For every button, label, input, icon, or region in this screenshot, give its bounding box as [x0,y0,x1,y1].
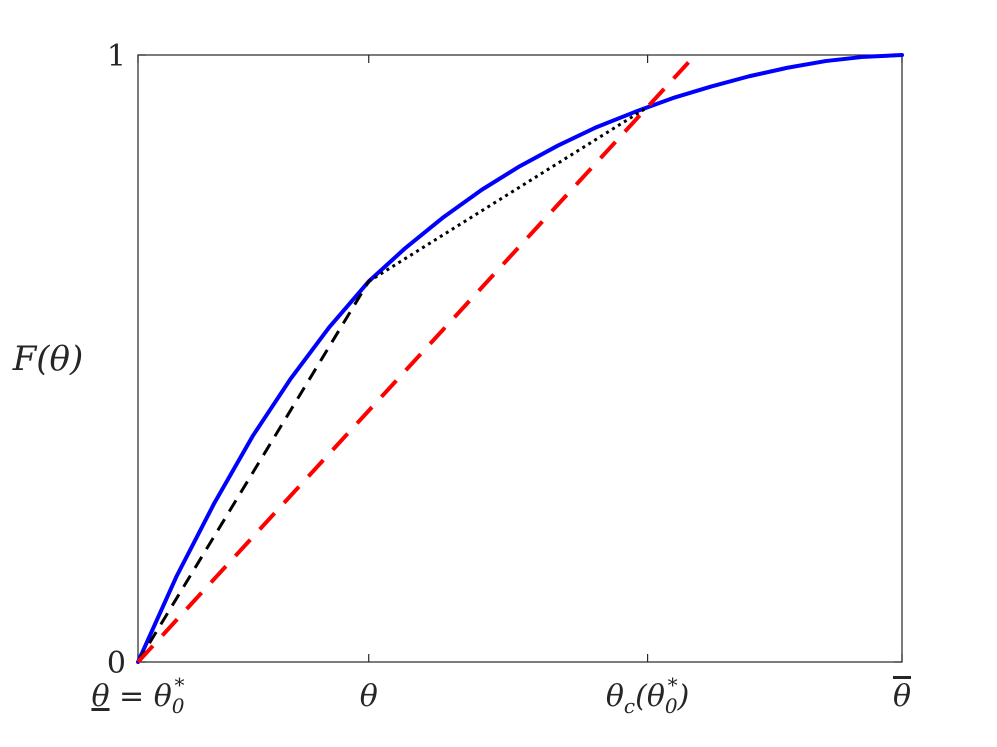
x-tick-label-2-part-0: θ [606,679,624,714]
x-tick-label-3: θ [893,679,911,714]
x-tick-label-2-part-3: 0 [665,694,678,718]
y-tick-label-1: 1 [107,39,126,74]
x-tick-label-1: θ [360,679,378,714]
y-tick-label-0: 0 [107,646,126,681]
x-tick-label-0-part-0: θ [91,679,109,714]
x-tick-label-3-part-0: θ [893,679,911,714]
y-axis-tick-labels: 01 [107,39,126,681]
x-axis-ticks [137,55,903,662]
x-tick-label-0-part-1: = θ [110,679,172,714]
x-tick-label-0: θ = θ0* [91,673,184,718]
series-chord-to-theta [136,280,371,663]
x-tick-label-0-part-3: * [175,673,185,697]
x-tick-label-2-part-5: ) [677,679,690,714]
plot-frame [137,54,903,663]
x-tick-label-2-part-1: c [624,694,635,718]
x-tick-label-2-part-2: (θ [635,679,665,714]
y-axis-label: F(θ) [12,339,84,379]
x-tick-label-2-part-4: * [668,673,678,697]
x-axis-tick-labels: θ = θ0* θ θc(θ0*) θ [91,673,911,718]
series-line-through-thetac [136,57,694,664]
x-tick-label-1-part-0: θ [360,679,378,714]
series-F-curve [136,53,904,664]
series-chord-theta-to-thetac [367,105,649,283]
x-tick-label-2: θc(θ0*) [606,673,689,718]
series-layer [136,53,904,664]
x-tick-label-0-part-2: 0 [172,694,185,718]
